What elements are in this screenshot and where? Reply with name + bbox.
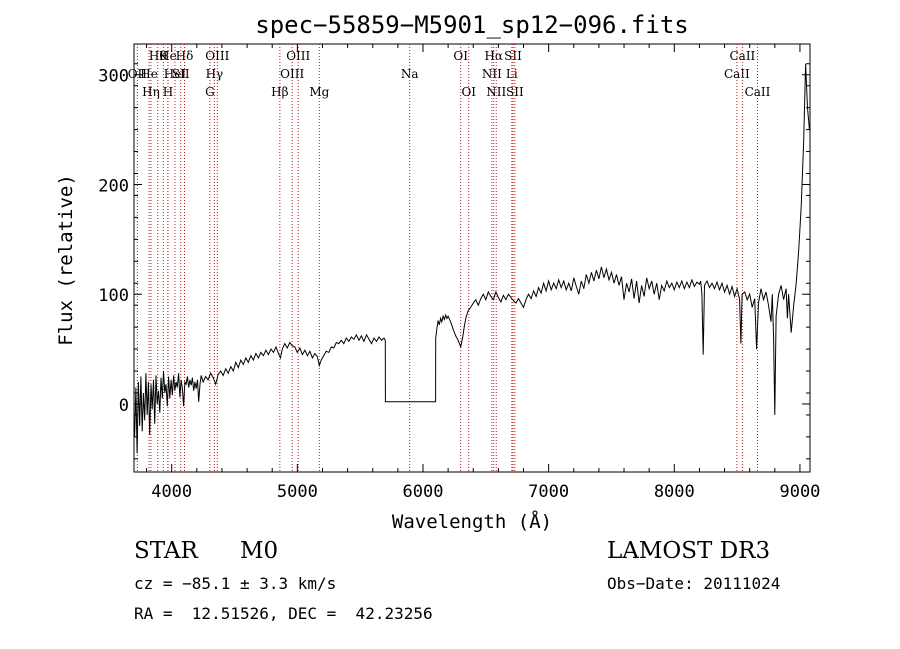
marker-label: SII xyxy=(172,67,190,81)
plot-frame xyxy=(133,43,811,473)
marker-label: OII xyxy=(128,67,148,81)
marker-label: CaII xyxy=(745,85,771,99)
marker-label: OIII xyxy=(280,67,304,81)
y-tick-label: 0 xyxy=(119,396,129,416)
marker-label: OIII xyxy=(286,49,310,63)
marker-label: OI xyxy=(453,49,468,63)
marker-label: Hα xyxy=(484,49,503,63)
redshift-line: cz = −85.1 ± 3.3 km/s xyxy=(134,574,337,593)
x-tick-label: 5000 xyxy=(277,482,318,502)
marker-label: Li xyxy=(506,67,518,81)
y-tick-label: 300 xyxy=(98,67,129,87)
marker-label: K xyxy=(159,49,169,63)
marker-label: Hγ xyxy=(206,67,224,81)
marker-label: CaII xyxy=(724,67,750,81)
marker-label: CaII xyxy=(729,49,755,63)
marker-label: Hδ xyxy=(176,49,194,63)
marker-label: NII xyxy=(482,67,502,81)
axes: 4000 5000 6000 7000 8000 9000 0 100 200 300 xyxy=(98,44,820,502)
marker-label: He xyxy=(159,49,177,63)
marker-label: OIII xyxy=(205,49,229,63)
marker-label: Na xyxy=(401,67,419,81)
marker-label: SII xyxy=(506,85,524,99)
x-tick-label: 6000 xyxy=(403,482,444,502)
marker-label: He xyxy=(140,67,158,81)
coordinates-line: RA = 12.51526, DEC = 42.23256 xyxy=(134,604,433,623)
marker-label: Hθ xyxy=(149,49,167,63)
y-tick-label: 200 xyxy=(98,176,129,196)
spectrum-line xyxy=(134,63,810,454)
series-layer xyxy=(134,63,810,454)
marker-label: SII xyxy=(504,49,522,63)
class-label: STAR xyxy=(134,538,198,564)
x-tick-label: 8000 xyxy=(654,482,695,502)
marker-label: Hη xyxy=(142,85,160,99)
chart-title: spec−55859−M5901_sp12−096.fits xyxy=(255,11,688,39)
marker-label: OI xyxy=(461,85,476,99)
subclass-label: M0 xyxy=(240,538,279,564)
marker-label: Hβ xyxy=(271,85,288,99)
survey-label: LAMOST DR3 xyxy=(607,538,771,564)
marker-label: Mg xyxy=(309,85,329,99)
marker-label: NII xyxy=(486,85,506,99)
marker-label: G xyxy=(205,85,215,99)
y-tick-label: 100 xyxy=(98,286,129,306)
x-tick-label: 9000 xyxy=(779,482,820,502)
x-axis-label: Wavelength (Å) xyxy=(392,510,552,533)
y-axis-label: Flux (relative) xyxy=(55,174,77,346)
x-tick-label: 4000 xyxy=(151,482,192,502)
spectral-line-markers: OIIHeHηHθKHHeHeISIIHδGHγOIIIHβOIIIOIIIMg… xyxy=(128,44,771,472)
obs-date-line: Obs−Date: 20111024 xyxy=(607,574,781,593)
x-tick-label: 7000 xyxy=(528,482,569,502)
